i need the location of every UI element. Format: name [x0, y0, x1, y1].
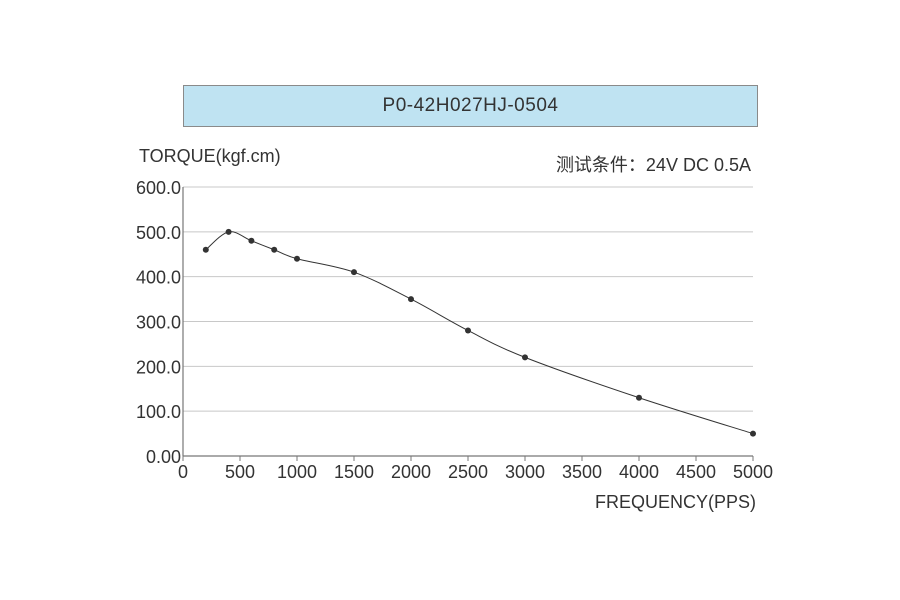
series-line [205, 231, 754, 435]
data-point [465, 327, 471, 334]
y-tick-label: 400.0 [136, 268, 181, 288]
x-tick-label: 4000 [619, 462, 659, 482]
x-tick-label: 3500 [562, 462, 602, 482]
x-tick-label: 0 [178, 462, 188, 482]
x-tick-label: 4500 [676, 462, 716, 482]
data-point [271, 246, 278, 253]
data-point [750, 430, 756, 437]
y-tick-label: 500.0 [136, 223, 181, 243]
data-point [636, 394, 642, 401]
y-tick-label: 200.0 [136, 357, 181, 377]
x-axis-label: FREQUENCY(PPS) [594, 492, 756, 512]
data-point [408, 296, 414, 303]
chart-title: P0-42H027HJ-0504 [183, 85, 758, 127]
y-tick-label: 100.0 [136, 402, 181, 422]
y-tick-label: 300.0 [136, 313, 181, 333]
y-tick-label: 600.0 [136, 178, 181, 198]
x-tick-label: 2500 [448, 462, 488, 482]
x-tick-label: 5000 [733, 462, 773, 482]
x-tick-label: 1500 [334, 462, 374, 482]
data-point [351, 269, 357, 276]
data-point [202, 246, 209, 253]
data-point [294, 255, 300, 262]
x-tick-label: 500 [225, 462, 255, 482]
data-point [225, 228, 232, 235]
data-point [248, 237, 255, 244]
x-tick-label: 3000 [505, 462, 545, 482]
x-tick-label: 2000 [391, 462, 431, 482]
y-tick-label: 0.00 [146, 447, 181, 467]
test-condition-label: 测试条件：24V DC 0.5A [555, 155, 751, 175]
y-axis-label: TORQUE(kgf.cm) [139, 146, 281, 166]
x-tick-label: 1000 [277, 462, 317, 482]
data-point [522, 354, 528, 361]
